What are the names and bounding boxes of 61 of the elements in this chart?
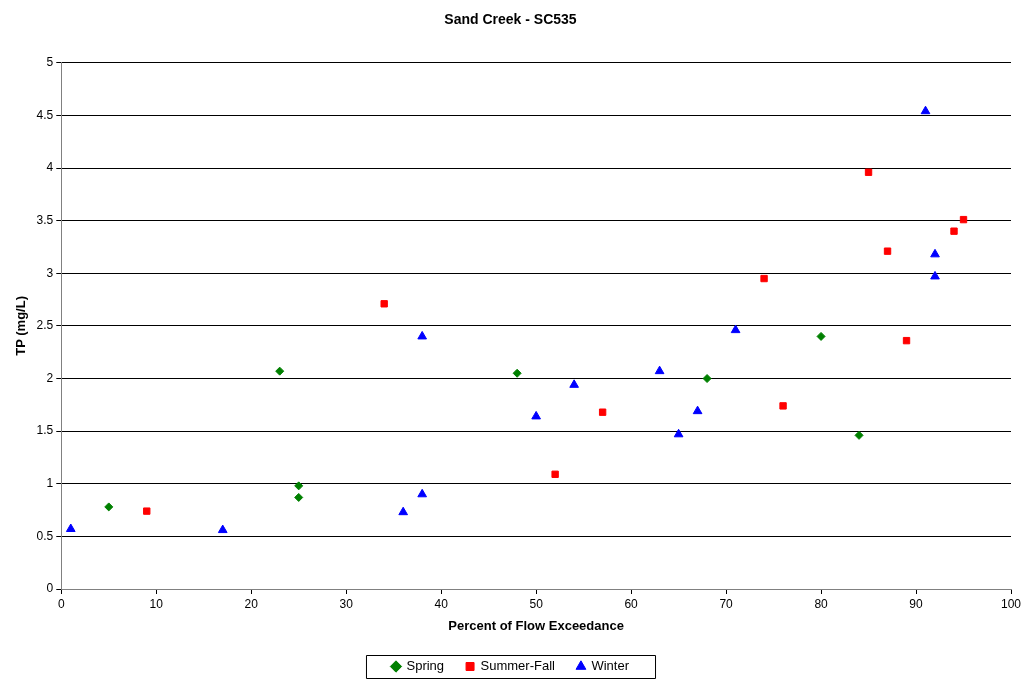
x-tick-label: 50 <box>529 596 544 611</box>
point <box>398 506 409 516</box>
y-tick-label: 0.5 <box>36 528 54 543</box>
y-tick-label: 0 <box>46 581 54 596</box>
y-tick-label: 1 <box>46 476 54 491</box>
point <box>902 336 911 345</box>
point <box>551 470 559 478</box>
point <box>217 524 228 534</box>
point <box>854 430 864 440</box>
point <box>417 488 428 498</box>
point <box>294 492 304 502</box>
point <box>930 248 940 258</box>
point <box>531 410 541 420</box>
chart-title: Sand Creek - SC535 <box>444 11 577 28</box>
point <box>294 481 304 491</box>
point <box>65 523 76 533</box>
x-tick-label: 30 <box>339 596 354 611</box>
legend-label: Spring <box>406 658 445 674</box>
x-tick-label: 100 <box>1000 596 1022 611</box>
point <box>380 300 388 308</box>
point <box>673 428 684 438</box>
point <box>883 247 892 255</box>
x-tick-label: 20 <box>244 596 259 611</box>
point <box>779 402 787 410</box>
point <box>417 330 428 340</box>
x-tick-label: 40 <box>434 596 449 611</box>
point <box>816 331 826 341</box>
y-tick-label: 4 <box>46 160 54 175</box>
point <box>959 215 968 224</box>
x-tick-label: 0 <box>57 596 65 611</box>
x-tick-label: 70 <box>719 596 734 611</box>
x-tick-label: 90 <box>909 596 924 611</box>
point <box>692 405 703 415</box>
point <box>920 105 931 115</box>
y-axis-title: TP (mg/L) <box>13 296 29 356</box>
point <box>760 274 768 283</box>
x-tick-label: 10 <box>149 596 164 611</box>
y-tick-label: 4.5 <box>36 107 54 122</box>
point <box>104 502 114 512</box>
point <box>950 227 958 235</box>
point <box>730 324 741 334</box>
point <box>864 168 873 176</box>
y-tick-label: 3 <box>46 265 54 280</box>
y-tick-label: 1.5 <box>36 423 54 438</box>
point <box>654 365 665 375</box>
y-tick-label: 2 <box>46 370 54 385</box>
legend-label: Summer-Fall <box>480 658 556 674</box>
y-tick-label: 2.5 <box>36 318 54 333</box>
point <box>143 507 151 515</box>
point <box>512 368 522 378</box>
point <box>702 374 712 384</box>
y-tick-label: 5 <box>46 55 54 70</box>
x-axis-title: Percent of Flow Exceedance <box>448 617 624 633</box>
y-tick-label: 3.5 <box>36 212 54 227</box>
x-tick-label: 60 <box>624 596 639 611</box>
x-tick-label: 80 <box>814 596 829 611</box>
point <box>598 408 607 416</box>
point <box>930 270 940 280</box>
point <box>569 379 579 388</box>
point <box>275 366 285 376</box>
legend-label: Winter <box>591 658 630 674</box>
